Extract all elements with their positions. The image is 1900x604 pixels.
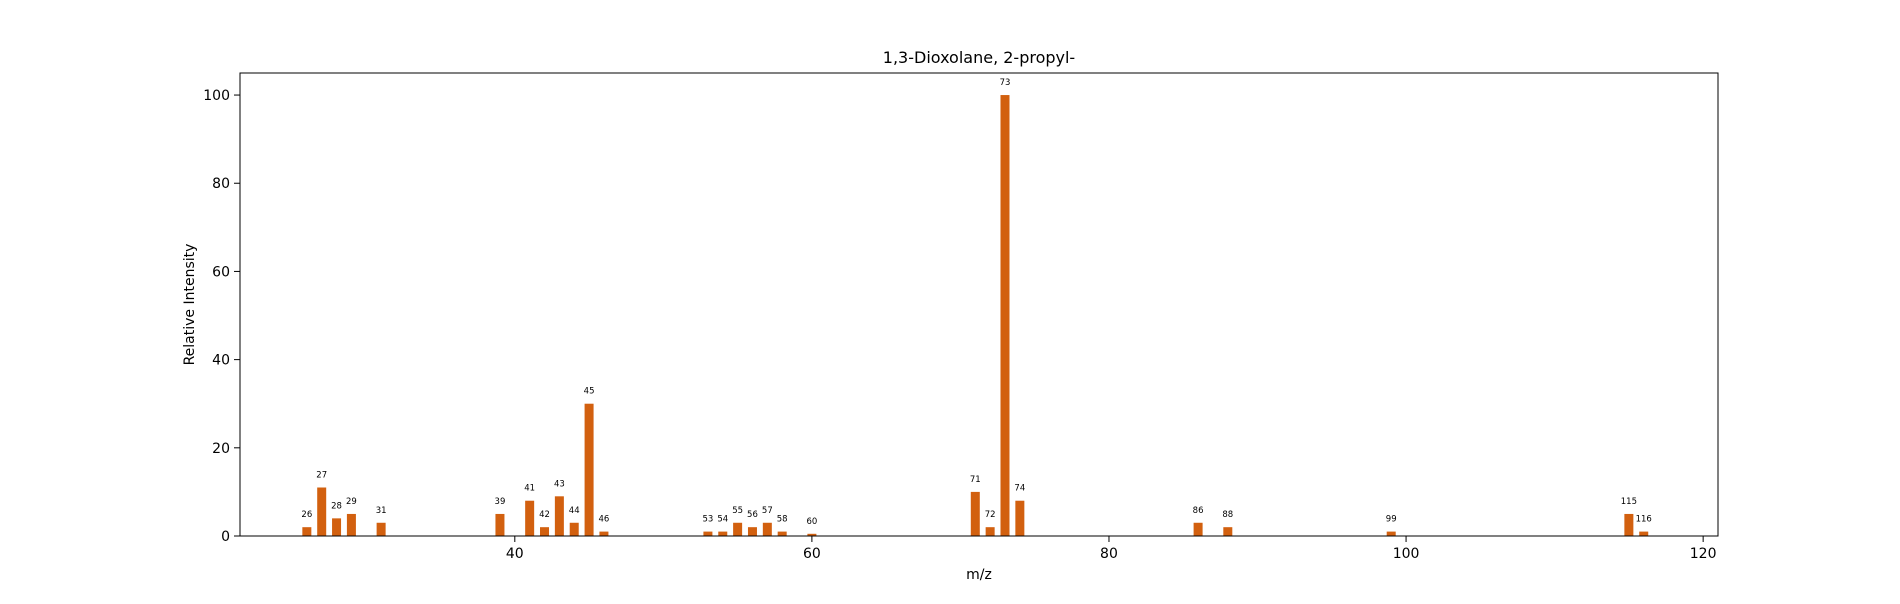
- peak-label-31: 31: [376, 506, 387, 516]
- bar-mz-29: [346, 513, 356, 536]
- x-tick-label-100: 100: [1393, 546, 1420, 562]
- peak-label-72: 72: [985, 510, 996, 520]
- peak-labels-layer: 26 27 28 29 31 39 41 42 43 44 45 46 53 54 55 56 57 58 60 71…: [301, 78, 1651, 527]
- peak-label-43: 43: [554, 479, 565, 489]
- peak-label-74: 74: [1014, 484, 1025, 494]
- peak-label-73: 73: [1000, 78, 1011, 88]
- bar-mz-56: [747, 527, 757, 536]
- peak-label-56: 56: [747, 510, 758, 520]
- peak-label-71: 71: [970, 475, 981, 485]
- peak-label-46: 46: [599, 515, 610, 525]
- peak-label-26: 26: [301, 510, 312, 520]
- bar-mz-46: [599, 531, 609, 536]
- bar-mz-42: [540, 527, 550, 536]
- chart-title: 1,3-Dioxolane, 2-propyl-: [883, 48, 1075, 67]
- bar-mz-41: [525, 500, 535, 536]
- peak-label-28: 28: [331, 501, 342, 511]
- bar-mz-74: [1015, 500, 1025, 536]
- x-axis-ticks: 40 60 80 100 120: [506, 536, 1717, 562]
- peak-label-86: 86: [1193, 506, 1204, 516]
- bars-layer: [302, 95, 1649, 537]
- peak-label-45: 45: [584, 387, 595, 397]
- bar-mz-53: [703, 531, 713, 536]
- plot-frame: [239, 72, 1719, 537]
- x-tick-label-120: 120: [1690, 546, 1717, 562]
- peak-label-44: 44: [569, 506, 580, 516]
- bar-mz-71: [970, 491, 980, 536]
- peak-label-41: 41: [524, 484, 535, 494]
- bar-mz-43: [554, 496, 564, 536]
- peak-label-99: 99: [1386, 515, 1397, 525]
- peak-label-29: 29: [346, 497, 357, 507]
- peak-label-116: 116: [1636, 515, 1652, 525]
- y-tick-label-40: 40: [212, 353, 230, 369]
- y-tick-label-20: 20: [212, 441, 230, 457]
- bar-mz-27: [317, 487, 327, 536]
- peak-label-115: 115: [1621, 497, 1637, 507]
- peak-label-58: 58: [777, 515, 788, 525]
- peak-label-60: 60: [806, 517, 817, 527]
- peak-label-54: 54: [717, 515, 728, 525]
- bar-mz-55: [733, 522, 743, 536]
- bar-mz-86: [1193, 522, 1203, 536]
- bar-mz-116: [1639, 531, 1649, 536]
- peak-label-88: 88: [1222, 510, 1233, 520]
- y-axis-label: Relative Intensity: [182, 244, 198, 366]
- y-tick-label-60: 60: [212, 264, 230, 280]
- x-tick-label-80: 80: [1100, 546, 1118, 562]
- bar-mz-60: [807, 533, 817, 536]
- x-tick-label-40: 40: [506, 546, 524, 562]
- bar-mz-99: [1386, 531, 1396, 536]
- peak-label-42: 42: [539, 510, 550, 520]
- y-tick-label-100: 100: [203, 88, 230, 104]
- x-axis-label: m/z: [966, 567, 992, 583]
- y-tick-label-0: 0: [221, 529, 230, 545]
- x-tick-label-60: 60: [803, 546, 821, 562]
- bar-mz-39: [495, 513, 505, 536]
- bar-mz-57: [762, 522, 772, 536]
- peak-label-27: 27: [316, 471, 327, 481]
- bar-mz-26: [302, 527, 312, 536]
- bar-mz-73: [1000, 95, 1010, 537]
- bar-mz-72: [985, 527, 995, 536]
- bar-mz-31: [376, 522, 386, 536]
- peak-label-55: 55: [732, 506, 743, 516]
- bar-mz-58: [777, 531, 787, 536]
- bar-mz-44: [569, 522, 579, 536]
- bar-mz-115: [1624, 513, 1634, 536]
- peak-label-57: 57: [762, 506, 773, 516]
- peak-label-53: 53: [702, 515, 713, 525]
- bar-mz-54: [718, 531, 728, 536]
- y-tick-label-80: 80: [212, 176, 230, 192]
- y-axis-ticks: 0 20 40 60 80 100: [203, 88, 240, 545]
- peak-label-39: 39: [495, 497, 506, 507]
- bar-mz-88: [1223, 527, 1233, 536]
- bar-mz-28: [332, 518, 342, 536]
- bar-mz-45: [584, 403, 594, 536]
